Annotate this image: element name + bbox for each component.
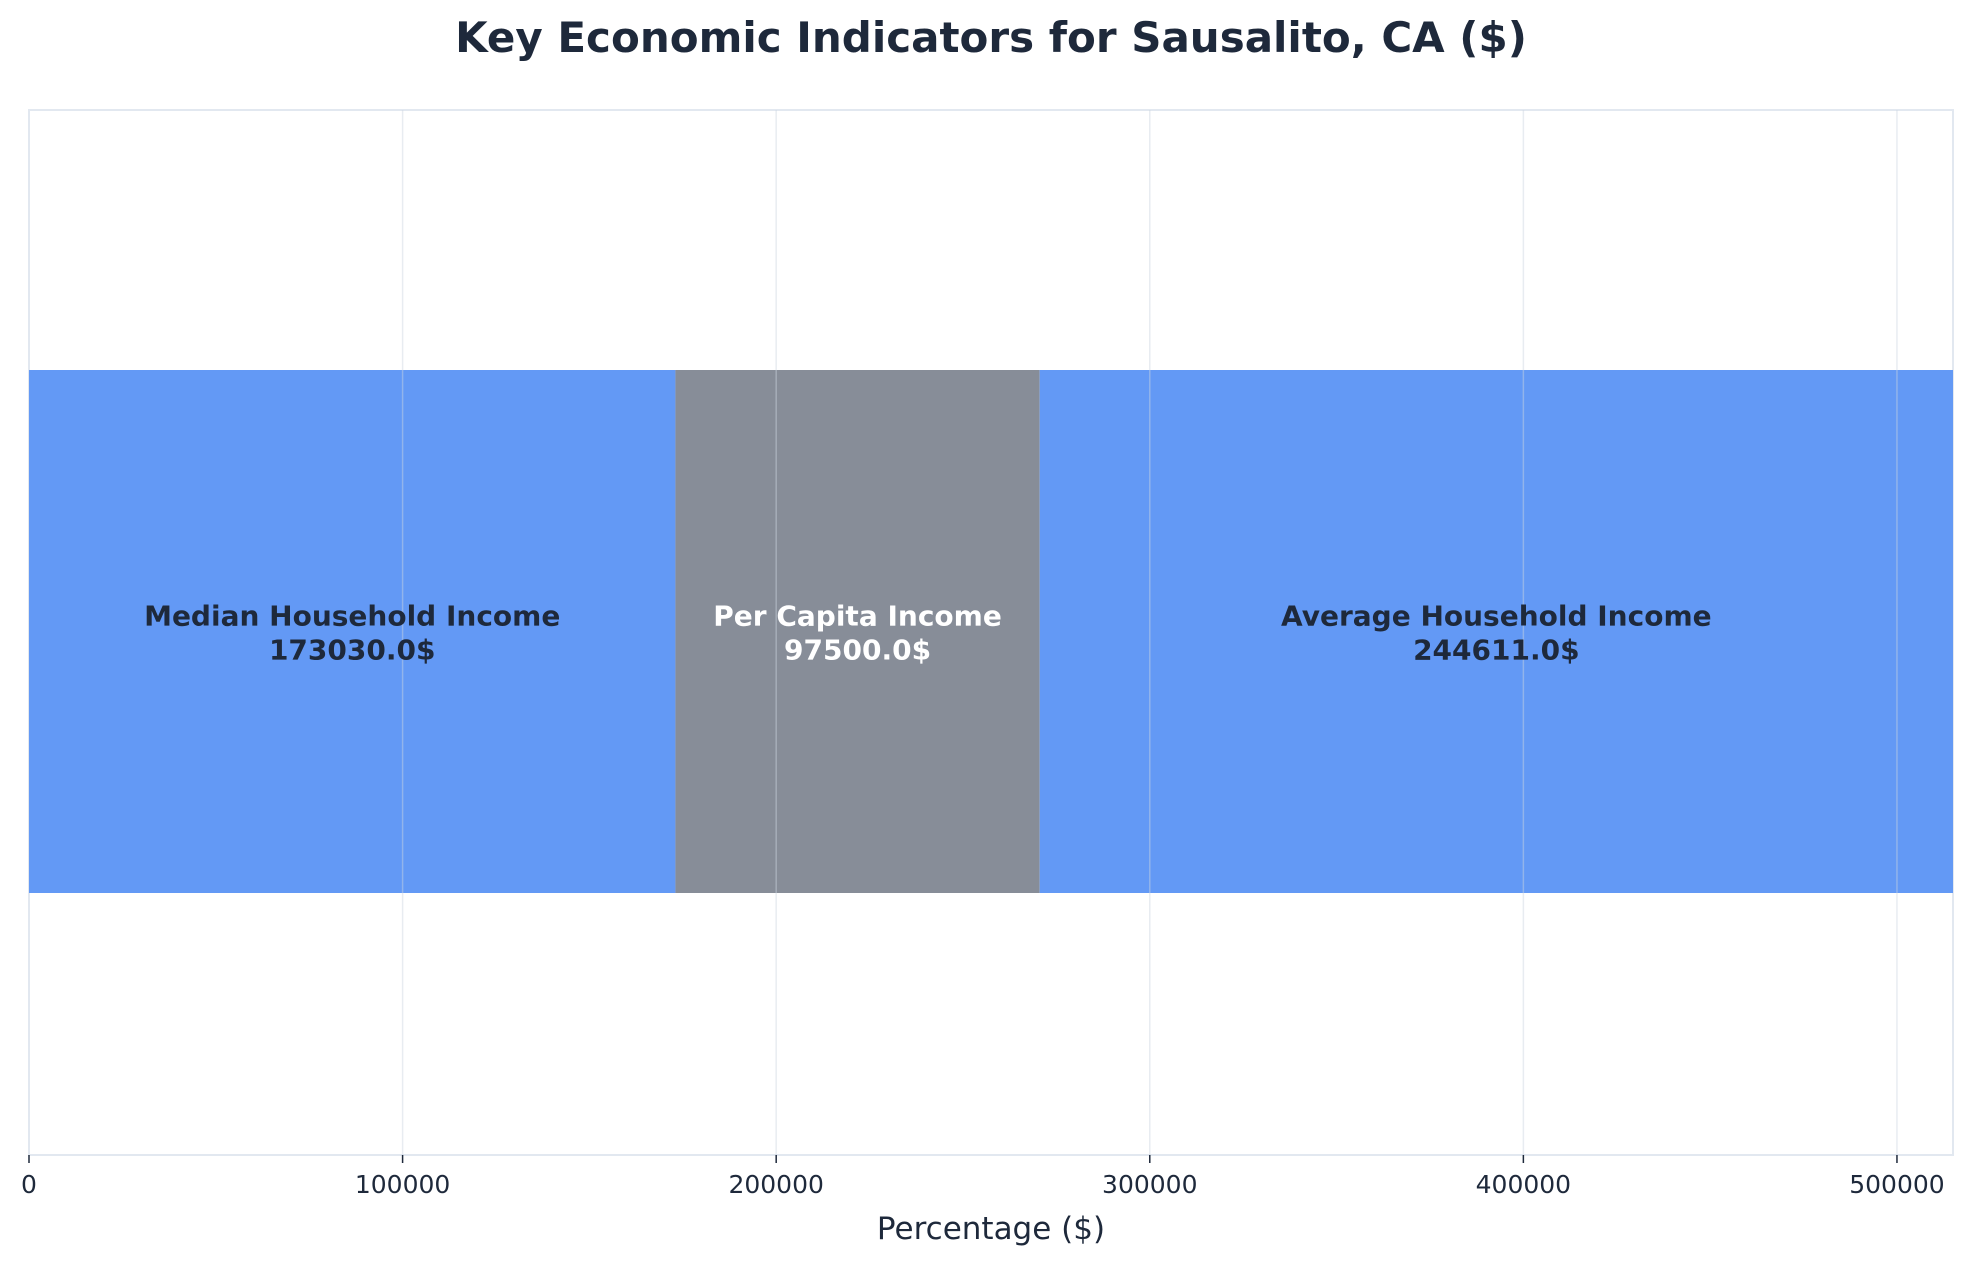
x-tick-label: 0 <box>21 1170 37 1199</box>
bar-label-value-2: 97500.0$ <box>784 634 931 667</box>
bar-label-value-1: 173030.0$ <box>269 634 436 667</box>
bar-label-value-3: 244611.0$ <box>1413 634 1580 667</box>
bar-segment-2 <box>675 370 1040 893</box>
x-tick-label: 400000 <box>1476 1170 1571 1199</box>
bar-segment-1 <box>29 370 676 893</box>
chart-title: Key Economic Indicators for Sausalito, C… <box>455 13 1527 62</box>
bar-label-name-1: Median Household Income <box>144 600 560 633</box>
bar-segment-3 <box>1039 370 1953 893</box>
x-tick-label: 500000 <box>1849 1170 1944 1199</box>
bar-segments <box>29 370 1953 893</box>
x-axis-label: Percentage ($) <box>877 1211 1105 1247</box>
x-axis-ticks: 0 100000 200000 300000 400000 500000 <box>21 1155 1945 1199</box>
x-tick-label: 300000 <box>1102 1170 1197 1199</box>
bar-label-name-3: Average Household Income <box>1281 600 1712 633</box>
x-tick-label: 200000 <box>728 1170 823 1199</box>
grid-lines <box>401 110 1898 1155</box>
bar-label-name-2: Per Capita Income <box>713 600 1002 633</box>
x-tick-label: 100000 <box>355 1170 450 1199</box>
